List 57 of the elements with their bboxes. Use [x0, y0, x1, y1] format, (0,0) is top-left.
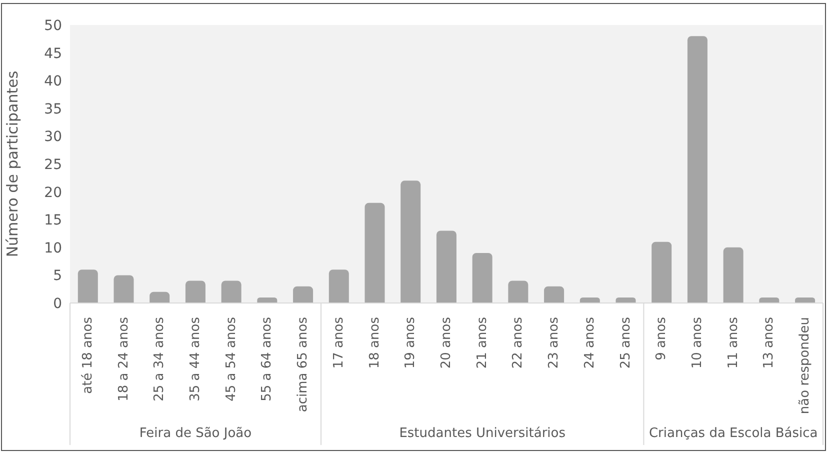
bar: [150, 292, 170, 303]
bar: [436, 230, 456, 303]
x-tick-label: 18 a 24 anos: [116, 316, 132, 402]
bar: [544, 286, 564, 303]
y-tick-label: 15: [44, 212, 62, 229]
x-tick-label: 17 anos: [331, 316, 346, 369]
x-tick-label: 20 anos: [439, 316, 454, 369]
y-tick-label: 0: [53, 296, 62, 312]
y-tick-label: 50: [44, 18, 62, 34]
x-tick-label: 23 anos: [546, 316, 562, 369]
x-tick-label: 11 anos: [726, 316, 741, 369]
y-axis-title: Número de participantes: [3, 70, 22, 258]
y-tick-label: 35: [44, 101, 62, 118]
text: Crianças da Escola Básica: [648, 426, 818, 441]
y-tick-label: 25: [44, 156, 62, 173]
x-tick-label: 22 anos: [510, 316, 526, 369]
y-tick-label: 45: [44, 46, 62, 62]
x-tick-label: 18 anos: [367, 316, 382, 369]
x-tick-label: não respondeu: [798, 317, 813, 414]
y-tick-label: 40: [44, 74, 62, 90]
bar: [652, 242, 672, 303]
bar: [795, 297, 816, 303]
bar: [293, 286, 314, 303]
y-tick-label: 10: [44, 240, 62, 256]
y-tick-label: 30: [44, 129, 62, 146]
bar: [759, 297, 780, 303]
bar: [78, 270, 98, 303]
x-tick-label: 35 a 44 anos: [188, 316, 203, 402]
x-tick-label: 25 a 34 anos: [152, 316, 168, 402]
bar: [508, 280, 528, 303]
x-tick-label: 55 a 64 anos: [260, 316, 275, 402]
x-tick-label: 13 anos: [762, 316, 777, 369]
text: Estudantes Universitários: [399, 426, 566, 441]
x-tick-label: até 18 anos: [80, 316, 96, 394]
x-tick-label: 21 anos: [474, 316, 490, 369]
x-tick-label: 9 anos: [654, 316, 670, 360]
x-tick-label: 25 anos: [618, 316, 634, 369]
bar: [472, 252, 492, 303]
bar: [221, 280, 242, 303]
x-tick-label: 24 anos: [582, 316, 598, 369]
x-tick-label: acima 65 anos: [296, 316, 311, 412]
bar: [723, 247, 744, 303]
bar: [687, 36, 708, 303]
bar: [616, 297, 636, 303]
y-tick-label: 20: [44, 184, 62, 201]
bar: [328, 270, 349, 303]
x-tick-label: 10 anos: [690, 316, 705, 369]
bar: [580, 297, 600, 303]
x-tick-label: 45 a 54 anos: [224, 316, 239, 402]
bar: [257, 297, 278, 303]
text: Feira de São João: [139, 426, 252, 441]
bar: [364, 202, 385, 303]
x-tick-label: 19 anos: [403, 316, 418, 369]
bar: [400, 180, 421, 303]
bar: [185, 280, 206, 303]
bar: [114, 275, 134, 303]
y-tick-label: 5: [53, 268, 62, 284]
